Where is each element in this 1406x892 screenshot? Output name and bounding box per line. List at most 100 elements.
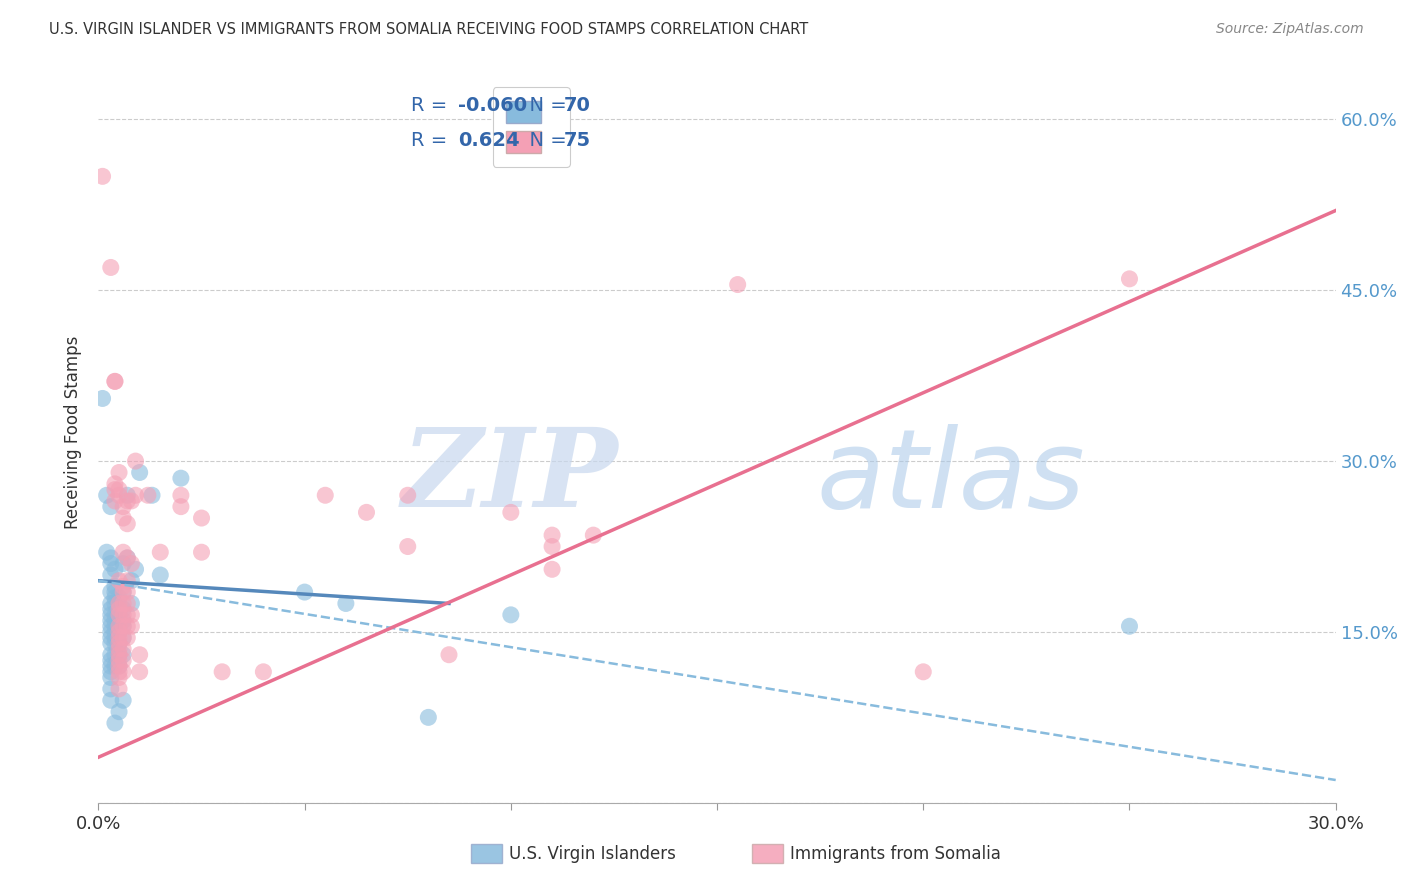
Point — [96, 488, 118, 502]
Point — [96, 545, 118, 559]
Text: U.S. VIRGIN ISLANDER VS IMMIGRANTS FROM SOMALIA RECEIVING FOOD STAMPS CORRELATIO: U.S. VIRGIN ISLANDER VS IMMIGRANTS FROM … — [49, 22, 808, 37]
Point — [294, 585, 316, 599]
Point — [149, 568, 172, 582]
Point — [108, 466, 131, 480]
Point — [104, 591, 127, 605]
Point — [170, 500, 193, 514]
Point — [100, 260, 122, 275]
Point — [108, 483, 131, 497]
Point — [112, 614, 135, 628]
Point — [100, 602, 122, 616]
Point — [108, 659, 131, 673]
Point — [117, 619, 139, 633]
Point — [136, 488, 159, 502]
Point — [396, 540, 419, 554]
Point — [108, 705, 131, 719]
Point — [112, 557, 135, 571]
Point — [117, 516, 139, 531]
Point — [120, 597, 142, 611]
Point — [211, 665, 233, 679]
Point — [100, 607, 122, 622]
Point — [112, 579, 135, 593]
Point — [104, 659, 127, 673]
Point — [100, 568, 122, 582]
Point — [108, 607, 131, 622]
Point — [418, 710, 440, 724]
Point — [117, 574, 139, 588]
Point — [112, 607, 135, 622]
Point — [104, 579, 127, 593]
Text: R =: R = — [412, 95, 454, 115]
Point — [100, 681, 122, 696]
Point — [108, 665, 131, 679]
Point — [104, 636, 127, 650]
Point — [141, 488, 163, 502]
Point — [108, 648, 131, 662]
Point — [112, 500, 135, 514]
Point — [541, 540, 564, 554]
Point — [112, 619, 135, 633]
Point — [499, 607, 522, 622]
Text: Source: ZipAtlas.com: Source: ZipAtlas.com — [1216, 22, 1364, 37]
Point — [100, 659, 122, 673]
Point — [100, 636, 122, 650]
Point — [541, 528, 564, 542]
Text: atlas: atlas — [815, 424, 1084, 531]
Point — [100, 619, 122, 633]
Point — [117, 597, 139, 611]
Point — [117, 631, 139, 645]
Point — [124, 454, 146, 468]
Point — [100, 653, 122, 667]
Point — [108, 671, 131, 685]
Point — [108, 636, 131, 650]
Point — [499, 505, 522, 519]
Point — [120, 557, 142, 571]
Point — [108, 619, 131, 633]
Point — [117, 550, 139, 565]
Point — [100, 585, 122, 599]
Point — [117, 550, 139, 565]
Point — [108, 602, 131, 616]
Point — [112, 585, 135, 599]
Point — [112, 631, 135, 645]
Point — [91, 392, 114, 406]
Point — [117, 488, 139, 502]
Point — [108, 681, 131, 696]
Point — [104, 375, 127, 389]
Point — [108, 488, 131, 502]
Point — [104, 607, 127, 622]
Point — [108, 607, 131, 622]
Point — [100, 550, 122, 565]
Point — [112, 602, 135, 616]
Point — [104, 585, 127, 599]
Point — [314, 488, 336, 502]
Point — [108, 602, 131, 616]
Point — [91, 169, 114, 184]
Point — [100, 500, 122, 514]
Point — [149, 545, 172, 559]
Point — [108, 648, 131, 662]
Point — [112, 642, 135, 657]
Point — [112, 631, 135, 645]
Point — [396, 488, 419, 502]
Point — [170, 488, 193, 502]
Point — [104, 483, 127, 497]
Point — [252, 665, 274, 679]
Point — [117, 585, 139, 599]
Point — [128, 466, 150, 480]
Point — [104, 375, 127, 389]
Point — [124, 488, 146, 502]
Point — [582, 528, 605, 542]
Point — [1118, 619, 1140, 633]
Text: -0.060: -0.060 — [458, 95, 527, 115]
Point — [108, 642, 131, 657]
Point — [112, 648, 135, 662]
Point — [104, 716, 127, 731]
Text: ZIP: ZIP — [402, 424, 619, 531]
Text: 75: 75 — [564, 130, 591, 150]
Point — [100, 614, 122, 628]
Point — [112, 545, 135, 559]
Point — [120, 574, 142, 588]
Point — [100, 557, 122, 571]
Point — [100, 597, 122, 611]
